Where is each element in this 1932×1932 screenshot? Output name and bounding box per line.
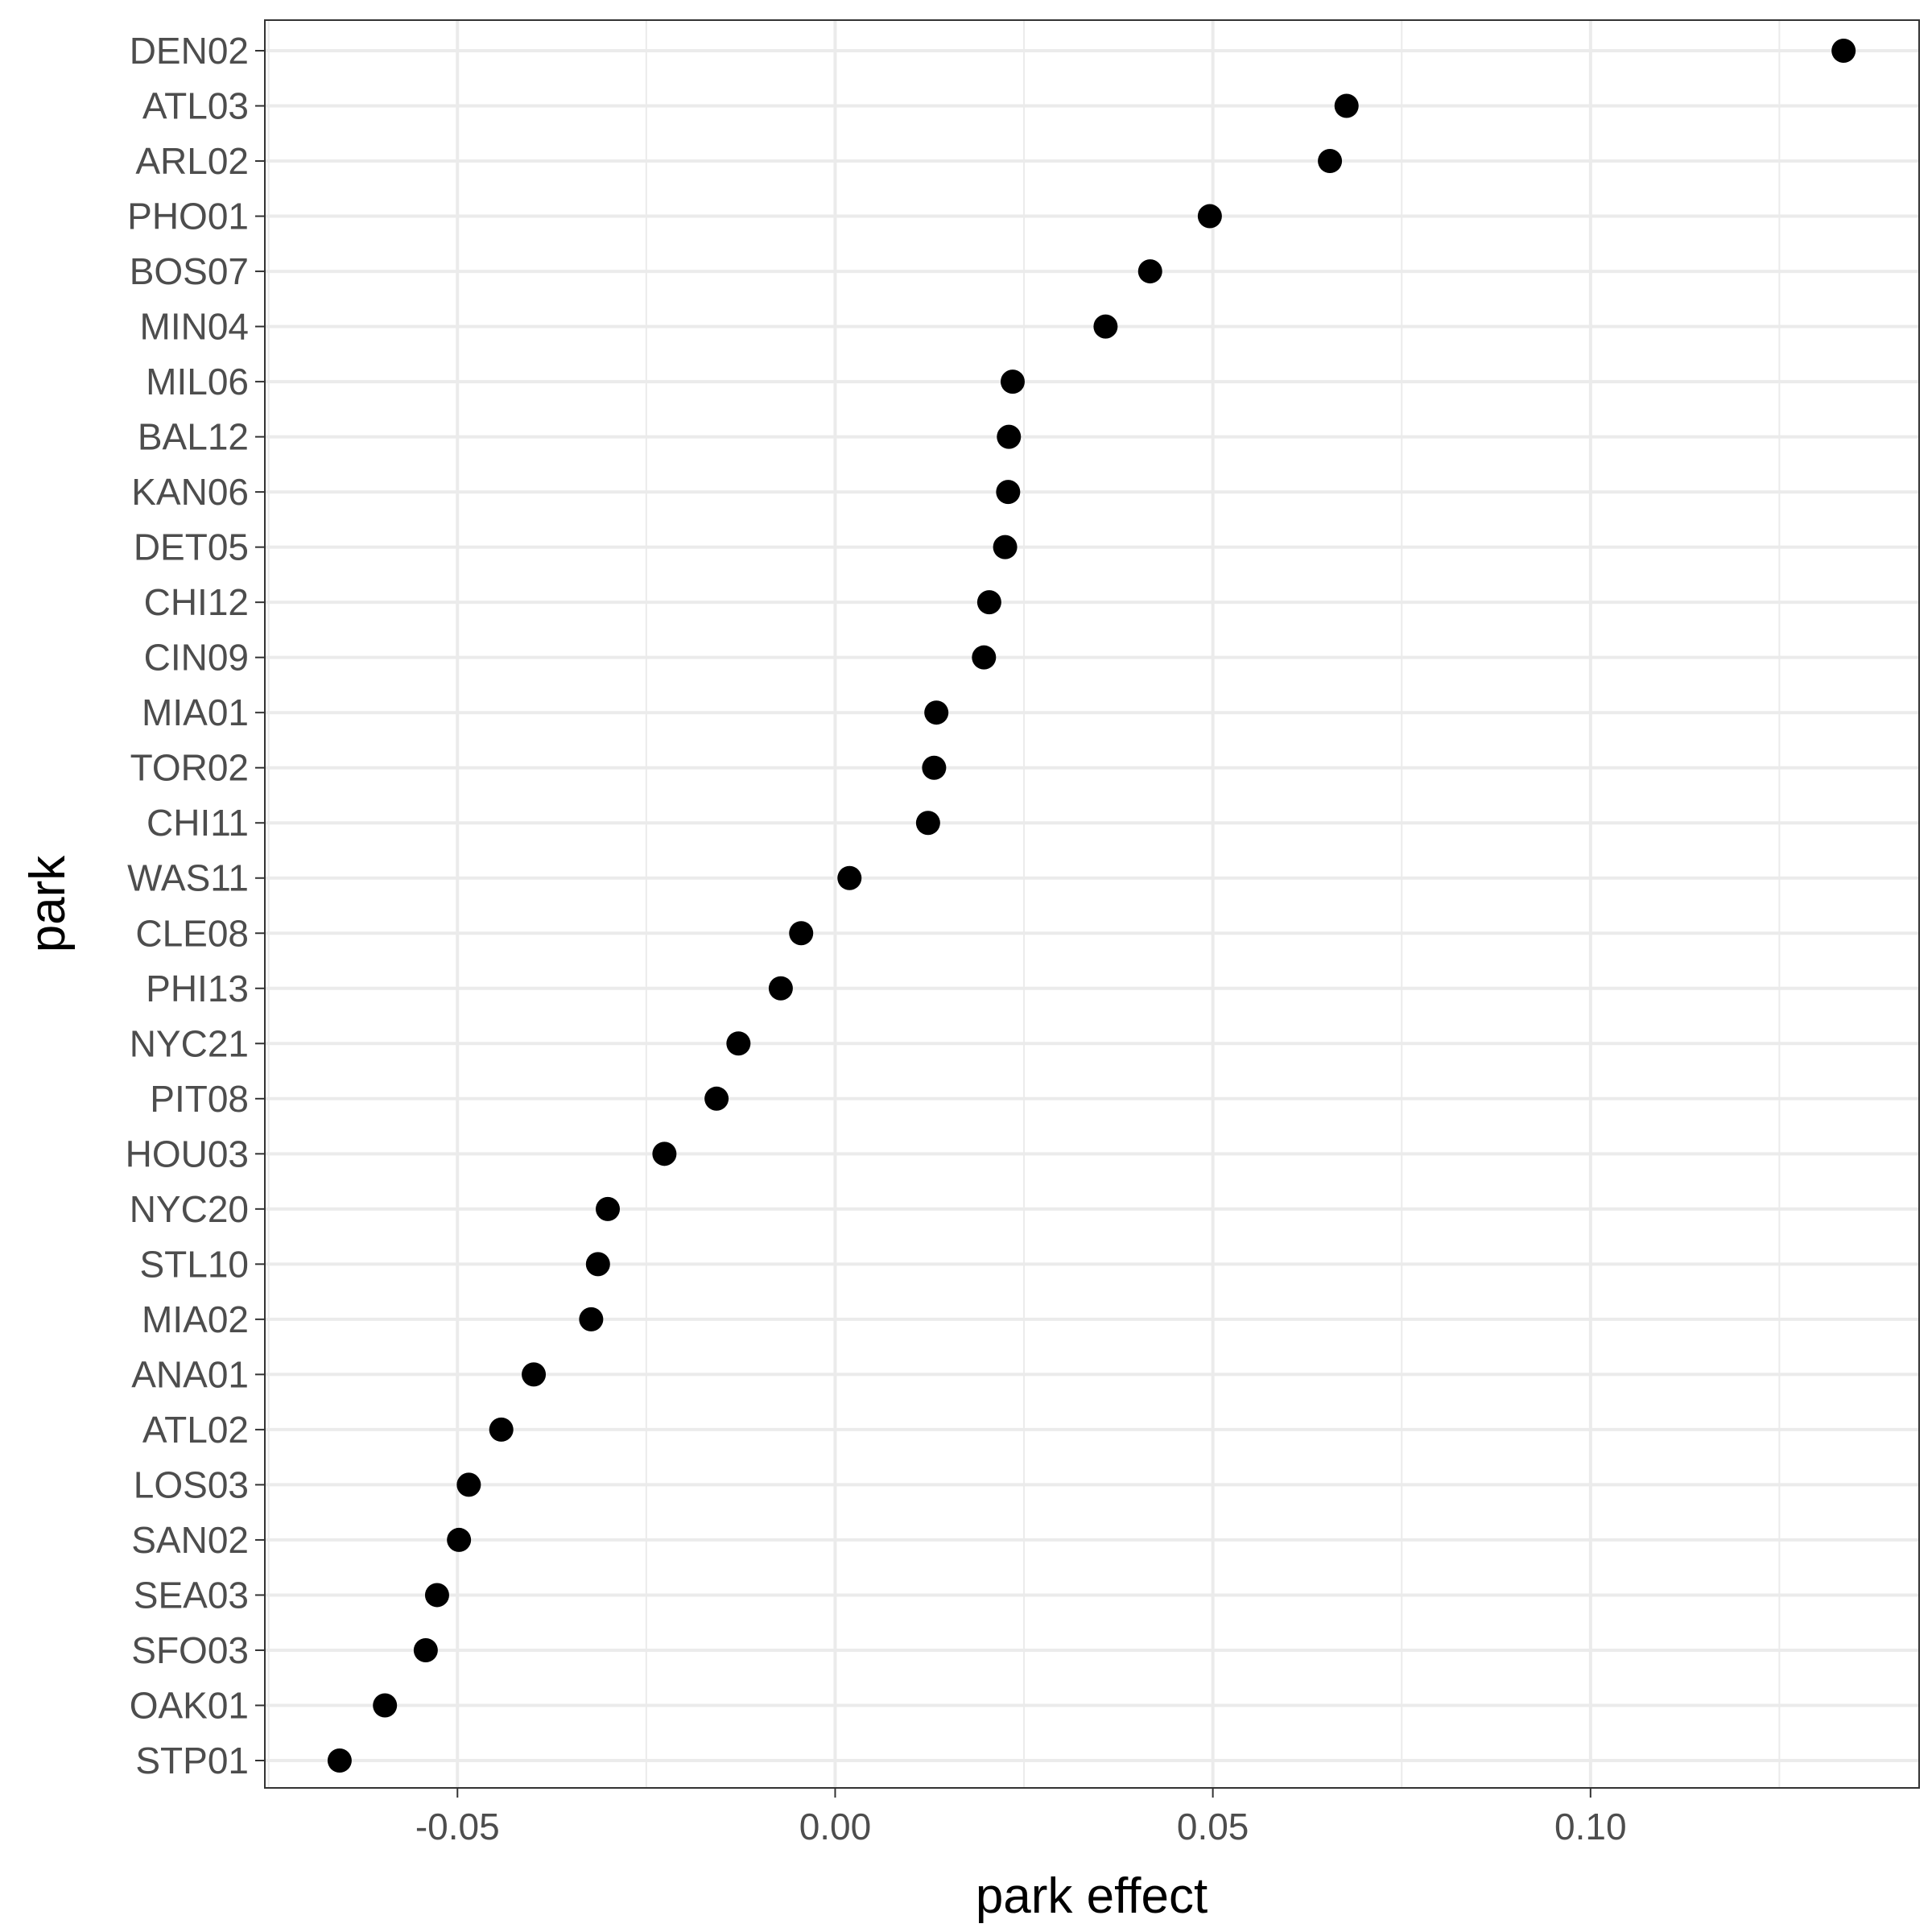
y-axis-ticks: DEN02 ATL03 ARL02 PHO01 BOS07 MIN04 MIL06 BAL12…: [126, 30, 265, 1781]
minor-gridlines: [267, 20, 1781, 1788]
data-point: [1093, 314, 1118, 339]
data-point: [424, 1583, 449, 1608]
data-point: [704, 1086, 729, 1111]
x-tick-label: 0.05: [1177, 1806, 1249, 1847]
data-point: [373, 1693, 398, 1718]
y-tick-label: MIA01: [142, 691, 249, 733]
y-tick-label: CIN09: [144, 637, 249, 679]
data-point: [837, 865, 862, 890]
data-point: [585, 1252, 610, 1277]
y-tick-label: PIT08: [150, 1078, 249, 1120]
y-tick-label: MIA02: [142, 1298, 249, 1340]
y-tick-label: SAN02: [131, 1519, 249, 1561]
data-point: [768, 976, 793, 1001]
y-tick-label: MIL06: [146, 361, 249, 402]
y-tick-label: BAL12: [138, 416, 249, 458]
data-point: [976, 590, 1001, 615]
data-point: [579, 1307, 604, 1331]
data-point: [1318, 149, 1343, 174]
data-point: [726, 1031, 751, 1056]
y-tick-label: PHI13: [146, 968, 249, 1009]
data-point: [447, 1527, 472, 1552]
data-point: [1334, 93, 1359, 118]
data-point: [489, 1417, 514, 1442]
data-point: [652, 1141, 677, 1166]
y-tick-label: CHI11: [147, 802, 249, 844]
data-point: [1197, 204, 1222, 229]
x-tick-label: 0.00: [799, 1806, 872, 1847]
x-axis-title: park effect: [976, 1868, 1208, 1924]
y-tick-label: SFO03: [131, 1629, 249, 1671]
data-point: [789, 921, 814, 946]
y-tick-label: DET05: [134, 526, 249, 568]
panel-border: [264, 19, 1920, 1789]
y-tick-label: NYC20: [130, 1188, 249, 1230]
y-tick-label: LOS03: [134, 1463, 249, 1505]
y-tick-label: CHI12: [144, 581, 249, 623]
y-tick-label: PHO01: [127, 196, 249, 237]
data-point: [922, 755, 947, 780]
y-tick-label: ANA01: [131, 1353, 249, 1395]
y-tick-label: ATL03: [142, 85, 249, 127]
x-tick-label: 0.10: [1554, 1806, 1627, 1847]
y-tick-label: DEN02: [130, 30, 249, 72]
y-tick-label: CLE08: [135, 912, 249, 954]
y-tick-label: ATL02: [142, 1409, 249, 1451]
y-axis-title: park: [20, 855, 76, 953]
y-tick-label: SEA03: [134, 1574, 249, 1616]
y-tick-label: NYC21: [130, 1022, 249, 1064]
data-point: [924, 700, 949, 725]
y-tick-label: STP01: [135, 1740, 249, 1781]
data-point: [522, 1362, 547, 1387]
data-point: [596, 1196, 621, 1221]
y-tick-label: HOU03: [126, 1133, 249, 1174]
data-point: [413, 1637, 438, 1662]
data-point: [915, 811, 940, 836]
y-tick-label: MIN04: [140, 306, 249, 348]
y-tick-label: STL10: [139, 1243, 249, 1285]
data-point: [993, 535, 1018, 559]
y-tick-label: KAN06: [131, 471, 249, 513]
data-point: [327, 1748, 352, 1773]
data-point: [997, 424, 1022, 449]
y-tick-label: BOS07: [130, 250, 249, 292]
data-point: [1831, 39, 1856, 63]
x-axis-ticks: -0.05 0.00 0.05 0.10: [415, 1788, 1627, 1847]
y-tick-label: WAS11: [127, 857, 249, 899]
y-tick-label: OAK01: [130, 1684, 249, 1726]
data-point: [1000, 369, 1025, 394]
data-point: [456, 1472, 481, 1497]
major-gridlines: [265, 20, 1919, 1788]
y-tick-label: TOR02: [130, 747, 249, 789]
data-points: [327, 39, 1856, 1773]
x-tick-label: -0.05: [415, 1806, 500, 1847]
y-tick-label: ARL02: [135, 140, 249, 182]
data-point: [972, 645, 997, 670]
data-point: [996, 480, 1021, 505]
data-point: [1137, 259, 1162, 284]
